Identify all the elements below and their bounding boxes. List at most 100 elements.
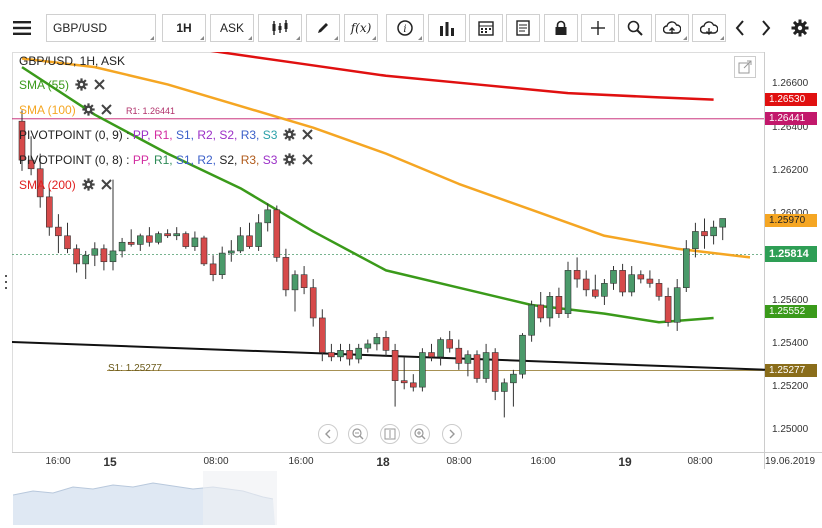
gear-icon[interactable] bbox=[283, 128, 297, 144]
scroll-left-button[interactable] bbox=[318, 424, 338, 444]
candle-body bbox=[55, 226, 62, 237]
candle-body bbox=[200, 237, 208, 265]
candle-body bbox=[137, 235, 144, 245]
candle-body bbox=[82, 254, 89, 265]
lock-icon bbox=[555, 20, 567, 35]
info-icon: i bbox=[397, 20, 413, 36]
reset-view-button[interactable] bbox=[380, 424, 400, 444]
fx-label: f(x) bbox=[350, 21, 372, 35]
gear-icon[interactable] bbox=[75, 78, 88, 94]
gear-icon[interactable] bbox=[82, 103, 95, 119]
chevron-left-icon[interactable] bbox=[730, 14, 750, 42]
candle-body bbox=[373, 337, 381, 345]
candle-body bbox=[18, 120, 26, 161]
news-button[interactable] bbox=[506, 14, 540, 42]
draw-tools-button[interactable] bbox=[306, 14, 340, 42]
candle-body bbox=[482, 352, 490, 379]
candle-body bbox=[27, 159, 35, 170]
expand-button[interactable] bbox=[734, 56, 756, 78]
info-button[interactable]: i bbox=[386, 14, 424, 42]
price-side-select[interactable]: ASK bbox=[210, 14, 254, 42]
candle-body bbox=[419, 352, 426, 388]
legend-item[interactable]: SMA (200) bbox=[19, 178, 112, 194]
volume-button[interactable] bbox=[428, 14, 466, 42]
calendar-button[interactable] bbox=[469, 14, 503, 42]
chart-type-button[interactable] bbox=[258, 14, 302, 42]
chevron-right-icon[interactable] bbox=[756, 14, 776, 42]
legend-param: R3, bbox=[240, 153, 263, 168]
y-tick-label: 1.25200 bbox=[772, 381, 809, 393]
candle-body bbox=[273, 209, 281, 258]
legend-param: S3 bbox=[262, 153, 278, 168]
legend-item-label: PIVOTPOINT (0, 8) bbox=[19, 153, 123, 168]
x-tick-label: 16:00 bbox=[530, 456, 556, 467]
close-icon[interactable] bbox=[302, 154, 314, 168]
legend-param: S3 bbox=[262, 128, 278, 143]
legend-item[interactable]: SMA (100) bbox=[19, 103, 112, 119]
candle-body bbox=[45, 196, 53, 228]
candle-body bbox=[164, 233, 171, 237]
price-tag: 1.26441 bbox=[765, 112, 817, 126]
candle-body bbox=[309, 287, 317, 319]
pencil-icon bbox=[318, 23, 328, 33]
x-tick-label: 15 bbox=[103, 455, 117, 469]
candle-body bbox=[255, 222, 262, 247]
legend-param: S2, bbox=[219, 128, 241, 143]
close-icon[interactable] bbox=[100, 179, 112, 193]
y-tick-label: 1.26000 bbox=[772, 208, 808, 219]
candle-body bbox=[601, 283, 608, 297]
candle-body bbox=[637, 274, 645, 280]
candle-body bbox=[519, 334, 526, 375]
candle-body bbox=[191, 237, 199, 247]
candle-body bbox=[127, 241, 135, 245]
zoom-in-button[interactable] bbox=[410, 424, 430, 444]
legend-param: R2, bbox=[197, 153, 220, 168]
side-panel-handle[interactable] bbox=[3, 272, 9, 292]
expand-icon bbox=[738, 60, 752, 74]
legend-param: R1, bbox=[153, 128, 176, 143]
price-tag: 1.26530 bbox=[765, 93, 817, 107]
gear-icon[interactable] bbox=[283, 153, 297, 169]
lock-button[interactable] bbox=[544, 14, 578, 42]
reset-icon bbox=[384, 428, 396, 440]
chart-canvas[interactable] bbox=[12, 52, 822, 525]
navigator[interactable] bbox=[12, 469, 822, 525]
navigator-area bbox=[12, 471, 277, 525]
download-button[interactable] bbox=[692, 14, 726, 42]
y-tick-label: 1.26600 bbox=[772, 78, 809, 90]
symbol-select[interactable]: GBP/USD bbox=[46, 14, 156, 42]
magnifier-icon bbox=[627, 20, 643, 36]
candle-body bbox=[428, 352, 435, 358]
crosshair-button[interactable] bbox=[581, 14, 615, 42]
candle-body bbox=[218, 252, 226, 276]
candle-body bbox=[464, 354, 472, 364]
legend-item[interactable]: PIVOTPOINT (0, 9) : PP, R1, S1, R2, S2, … bbox=[19, 128, 314, 144]
x-tick-label: 18 bbox=[376, 455, 390, 469]
close-icon[interactable] bbox=[94, 79, 105, 93]
candle-body bbox=[318, 317, 326, 353]
calendar-icon bbox=[478, 21, 494, 36]
timeframe-select[interactable]: 1H bbox=[162, 14, 206, 42]
close-icon[interactable] bbox=[100, 104, 112, 118]
candle-body bbox=[409, 382, 417, 388]
candle-body bbox=[328, 352, 335, 358]
scroll-right-button[interactable] bbox=[442, 424, 462, 444]
menu-icon[interactable] bbox=[8, 14, 36, 42]
legend-param: R2, bbox=[197, 128, 220, 143]
legend-item[interactable]: SMA (55) bbox=[19, 78, 105, 94]
zoom-button[interactable] bbox=[618, 14, 652, 42]
candle-body bbox=[701, 231, 708, 237]
upload-button[interactable] bbox=[655, 14, 689, 42]
price-chart[interactable] bbox=[12, 52, 822, 525]
candle-body bbox=[182, 233, 190, 247]
candle-body bbox=[64, 235, 71, 250]
legend-item[interactable]: PIVOTPOINT (0, 8) : PP, R1, S1, R2, S2, … bbox=[19, 153, 314, 169]
gear-icon[interactable] bbox=[82, 178, 95, 194]
zoom-out-button[interactable] bbox=[348, 424, 368, 444]
cloud-upload-icon bbox=[663, 21, 681, 34]
x-tick-label: 08:00 bbox=[687, 456, 713, 467]
indicators-button[interactable]: f(x) bbox=[344, 14, 378, 42]
x-tick-label: 08:00 bbox=[203, 456, 229, 467]
gear-icon[interactable] bbox=[788, 14, 812, 42]
close-icon[interactable] bbox=[302, 129, 314, 143]
